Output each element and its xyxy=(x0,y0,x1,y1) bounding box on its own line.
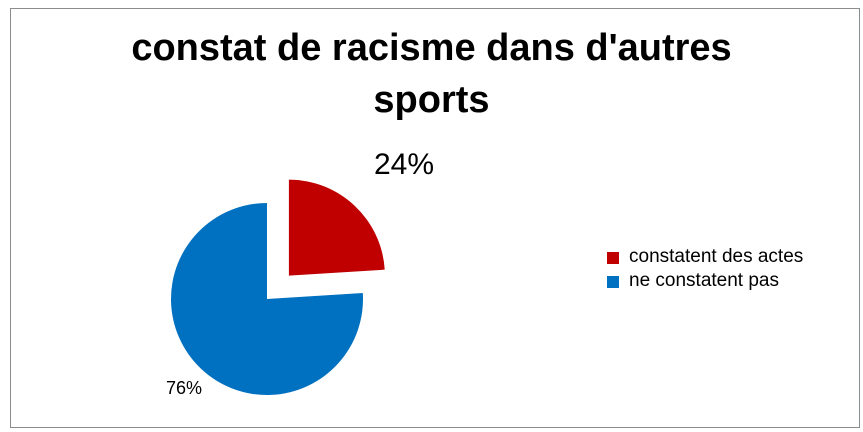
pie-slice-constatent xyxy=(288,179,385,276)
chart-title-line-2: sports xyxy=(373,79,490,121)
pie-slice-ne-constatent xyxy=(171,203,363,395)
legend-label-constatent: constatent des actes xyxy=(629,246,804,267)
legend-item-ne-constatent: ne constatent pas xyxy=(607,270,847,292)
chart-title: constat de racisme dans d'autres sports xyxy=(0,22,863,126)
legend-label-ne-constatent: ne constatent pas xyxy=(629,270,779,291)
legend-swatch-constatent xyxy=(607,252,619,264)
legend-item-constatent: constatent des actes xyxy=(607,246,847,268)
chart-area xyxy=(10,8,860,428)
chart-title-line-1: constat de racisme dans d'autres xyxy=(131,27,732,69)
legend-swatch-ne-constatent xyxy=(607,276,619,288)
data-label-ne-constatent: 76% xyxy=(166,378,203,398)
legend: constatent des actes ne constatent pas xyxy=(607,246,847,294)
data-label-constatent: 24% xyxy=(374,148,435,181)
